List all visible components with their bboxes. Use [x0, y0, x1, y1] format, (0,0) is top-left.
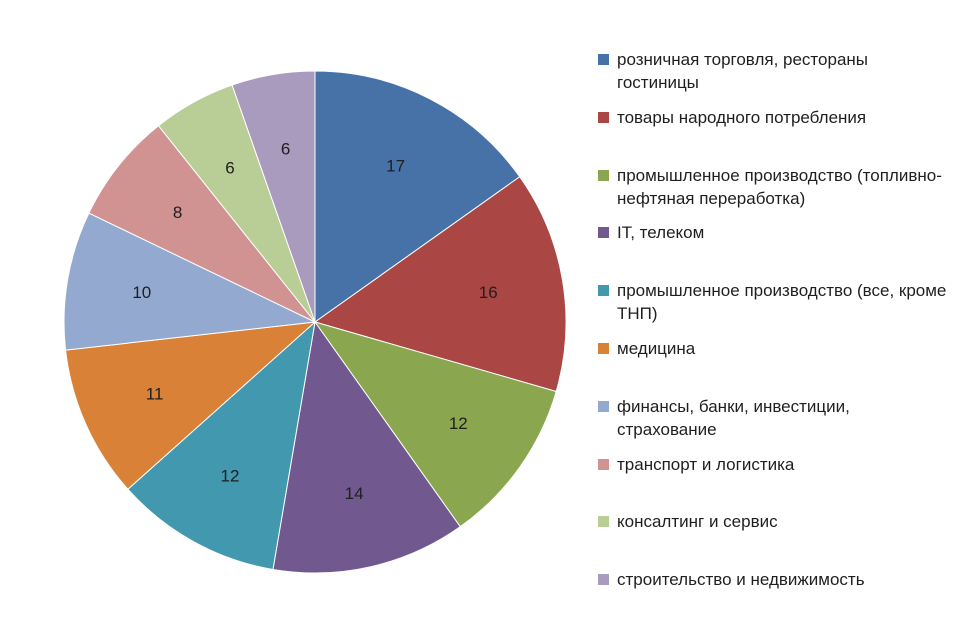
legend-item: транспорт и логистика: [598, 453, 947, 476]
pie-slice-value-label: 14: [345, 484, 364, 503]
legend-item: IT, телеком: [598, 221, 947, 244]
legend-swatch: [598, 54, 609, 65]
legend-label: финансы, банки, инвестиции, страхование: [617, 396, 850, 439]
pie-slices: [63, 70, 567, 574]
legend-item: медицина: [598, 337, 947, 360]
legend-label: строительство и недвижимость: [617, 570, 865, 590]
legend-label: транспорт и логистика: [617, 454, 795, 474]
pie-slice: [313, 176, 567, 393]
pie-slice-value-label: 17: [386, 156, 405, 175]
pie-slice-value-label: 8: [173, 203, 182, 222]
pie-slice-value-label: 11: [146, 384, 164, 403]
legend-swatch: [598, 516, 609, 528]
legend-label: промышленное производство (все, кроме ТН…: [617, 281, 947, 324]
pie-slice-value-label: 6: [225, 159, 234, 178]
legend-label: товары народного потребления: [617, 107, 867, 127]
pie-slice: [313, 321, 557, 528]
legend-swatch: [598, 400, 609, 412]
legend-item: промышленное производство (все, кроме ТН…: [598, 279, 947, 325]
legend-label: IT, телеком: [617, 223, 705, 243]
legend-swatch: [598, 111, 609, 123]
pie-slice-value-label: 12: [221, 466, 240, 485]
legend-swatch: [598, 343, 609, 354]
pie-slice: [65, 321, 317, 490]
pie-slice: [314, 70, 521, 323]
legend-swatch: [598, 169, 609, 181]
pie-slice-value-label: 6: [281, 139, 290, 158]
legend-swatch: [598, 227, 609, 239]
legend-label: медицина: [617, 339, 696, 358]
legend-item: розничная торговля, рестораны гостиницы: [598, 48, 947, 94]
pie-slice-value-label: 10: [132, 283, 151, 302]
pie-slice: [272, 320, 461, 574]
legend-swatch: [598, 285, 609, 297]
legend-item: консалтинг и сервис: [598, 510, 947, 533]
legend-item: строительство и недвижимость: [598, 568, 947, 591]
legend-swatch: [598, 574, 609, 586]
pie-slice: [88, 125, 316, 323]
pie-chart-plot: 17 16 12 14 12 11 10 8 6 6: [63, 70, 567, 574]
pie-slice: [63, 212, 317, 351]
pie-slice: [127, 320, 316, 571]
legend-label: консалтинг и сервис: [617, 512, 778, 532]
legend-item: финансы, банки, инвестиции, страхование: [598, 395, 947, 441]
legend-item: промышленное производство (топливно-нефт…: [598, 164, 947, 210]
pie-slice-value-label: 12: [449, 414, 468, 433]
legend-item: товары народного потребления: [598, 106, 947, 129]
pie-slice-value-label: 16: [479, 283, 498, 302]
legend-label: розничная торговля, рестораны гостиницы: [617, 50, 868, 92]
legend-swatch: [598, 458, 609, 470]
pie-data-labels: 17 16 12 14 12 11 10 8 6 6: [132, 139, 498, 503]
legend-label: промышленное производство (топливно-нефт…: [617, 165, 942, 208]
pie-slice: [231, 70, 316, 323]
